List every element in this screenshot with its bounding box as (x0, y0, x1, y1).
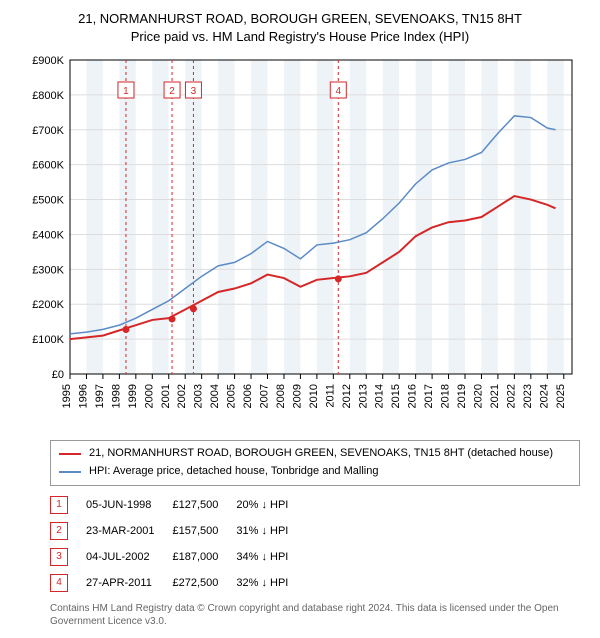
title-address: 21, NORMANHURST ROAD, BOROUGH GREEN, SEV… (10, 10, 590, 28)
legend-row-property: 21, NORMANHURST ROAD, BOROUGH GREEN, SEV… (59, 445, 571, 463)
svg-text:£900K: £900K (32, 55, 64, 67)
chart-svg: £0 £100K £200K £300K £400K £500K £600K £700K £80… (20, 54, 580, 434)
svg-text:2020: 2020 (472, 384, 484, 408)
svg-text:2021: 2021 (489, 384, 501, 408)
svg-text:£800K: £800K (32, 90, 64, 102)
svg-text:2007: 2007 (259, 384, 271, 408)
svg-text:2017: 2017 (423, 384, 435, 408)
transaction-date: 04-JUL-2002 (86, 544, 172, 570)
svg-text:2005: 2005 (226, 384, 238, 408)
svg-text:1: 1 (123, 86, 129, 97)
transaction-date: 05-JUN-1998 (86, 492, 172, 518)
svg-text:2: 2 (169, 86, 175, 97)
transaction-pct: 34% ↓ HPI (236, 544, 306, 570)
svg-text:2006: 2006 (242, 384, 254, 408)
table-row: 2 23-MAR-2001£157,50031% ↓ HPI (50, 518, 306, 544)
svg-text:£100K: £100K (32, 334, 64, 346)
svg-text:2016: 2016 (407, 384, 419, 408)
svg-text:£600K: £600K (32, 160, 64, 172)
footer-copyright: Contains HM Land Registry data © Crown c… (50, 602, 580, 628)
svg-text:2000: 2000 (143, 384, 155, 408)
svg-text:2001: 2001 (160, 384, 172, 408)
legend: 21, NORMANHURST ROAD, BOROUGH GREEN, SEV… (50, 440, 580, 485)
svg-text:2012: 2012 (341, 384, 353, 408)
transaction-pct: 20% ↓ HPI (236, 492, 306, 518)
svg-text:3: 3 (191, 86, 197, 97)
svg-text:4: 4 (336, 86, 342, 97)
svg-text:2002: 2002 (176, 384, 188, 408)
svg-text:1995: 1995 (61, 384, 73, 408)
table-row: 4 27-APR-2011£272,50032% ↓ HPI (50, 570, 306, 596)
svg-text:£700K: £700K (32, 125, 64, 137)
legend-swatch-property (59, 453, 81, 455)
svg-text:£200K: £200K (32, 300, 64, 312)
legend-row-hpi: HPI: Average price, detached house, Tonb… (59, 463, 571, 481)
transaction-pct: 31% ↓ HPI (236, 518, 306, 544)
svg-text:2014: 2014 (374, 384, 386, 408)
transaction-price: £187,000 (172, 544, 236, 570)
svg-text:2011: 2011 (324, 384, 336, 408)
svg-text:2023: 2023 (522, 384, 534, 408)
legend-label-property: 21, NORMANHURST ROAD, BOROUGH GREEN, SEV… (89, 445, 553, 463)
svg-text:2010: 2010 (308, 384, 320, 408)
price-chart: £0 £100K £200K £300K £400K £500K £600K £700K £80… (20, 54, 580, 434)
svg-text:2004: 2004 (209, 384, 221, 408)
marker-badge: 1 (50, 496, 68, 514)
svg-text:1999: 1999 (127, 384, 139, 408)
svg-text:2003: 2003 (193, 384, 205, 408)
transaction-pct: 32% ↓ HPI (236, 570, 306, 596)
marker-badge: 3 (50, 548, 68, 566)
legend-swatch-hpi (59, 471, 81, 473)
svg-text:2009: 2009 (291, 384, 303, 408)
svg-text:2024: 2024 (538, 384, 550, 408)
svg-text:£500K: £500K (32, 195, 64, 207)
marker-badge: 4 (50, 574, 68, 592)
svg-text:2015: 2015 (390, 384, 402, 408)
svg-text:2018: 2018 (440, 384, 452, 408)
table-row: 1 05-JUN-1998£127,50020% ↓ HPI (50, 492, 306, 518)
svg-text:2008: 2008 (275, 384, 287, 408)
svg-text:£0: £0 (52, 369, 64, 381)
svg-text:2019: 2019 (456, 384, 468, 408)
svg-text:£400K: £400K (32, 230, 64, 242)
svg-text:2022: 2022 (505, 384, 517, 408)
svg-text:1998: 1998 (110, 384, 122, 408)
transaction-date: 23-MAR-2001 (86, 518, 172, 544)
table-row: 3 04-JUL-2002£187,00034% ↓ HPI (50, 544, 306, 570)
transactions-table: 1 05-JUN-1998£127,50020% ↓ HPI 2 23-MAR-200… (50, 492, 306, 596)
title-subtitle: Price paid vs. HM Land Registry's House … (10, 28, 590, 46)
chart-title-block: 21, NORMANHURST ROAD, BOROUGH GREEN, SEV… (10, 10, 590, 46)
legend-label-hpi: HPI: Average price, detached house, Tonb… (89, 463, 378, 481)
transaction-price: £272,500 (172, 570, 236, 596)
transaction-price: £157,500 (172, 518, 236, 544)
marker-badge: 2 (50, 522, 68, 540)
transaction-date: 27-APR-2011 (86, 570, 172, 596)
svg-text:£300K: £300K (32, 265, 64, 277)
svg-text:1996: 1996 (77, 384, 89, 408)
svg-text:2025: 2025 (555, 384, 567, 408)
svg-text:1997: 1997 (94, 384, 106, 408)
transaction-price: £127,500 (172, 492, 236, 518)
svg-text:2013: 2013 (357, 384, 369, 408)
